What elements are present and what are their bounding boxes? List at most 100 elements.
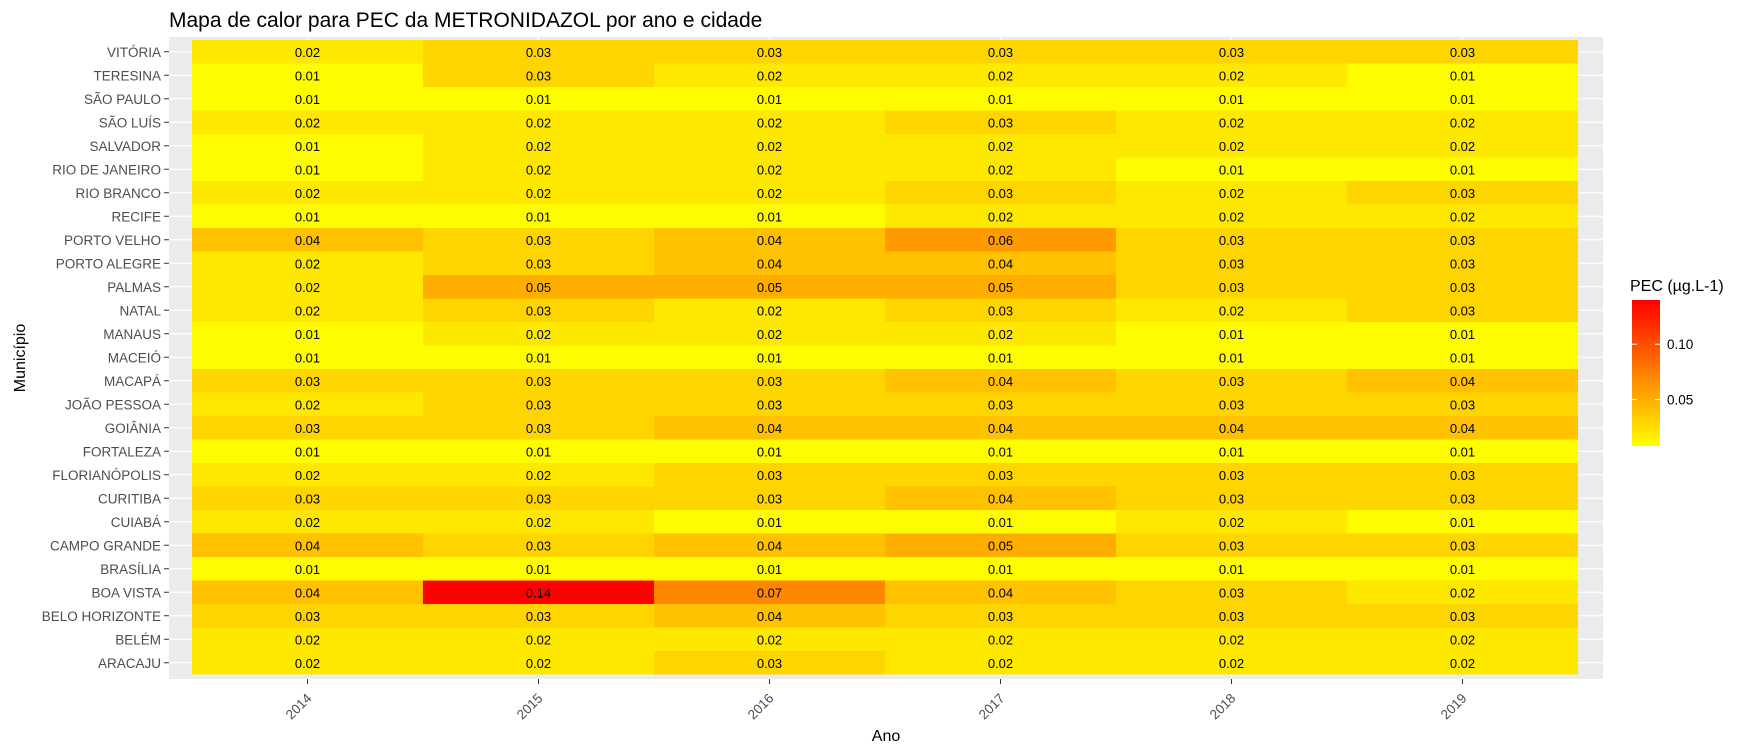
heatmap-cell xyxy=(1347,63,1578,87)
x-tick-label: 2018 xyxy=(1207,691,1239,723)
cell-value-label: 0.05 xyxy=(988,538,1013,553)
heatmap-cell xyxy=(1116,251,1347,275)
heatmap-cell xyxy=(423,486,654,510)
cell-value-label: 0.03 xyxy=(757,45,782,60)
heatmap-cell xyxy=(1347,392,1578,416)
heatmap-cell xyxy=(885,369,1116,393)
heatmap-cell xyxy=(885,157,1116,181)
heatmap-cell xyxy=(885,134,1116,158)
heatmap-cell xyxy=(192,181,423,205)
heatmap-cell xyxy=(1116,157,1347,181)
heatmap-cell xyxy=(1116,298,1347,322)
cell-value-label: 0.01 xyxy=(1450,350,1475,365)
cell-value-label: 0.02 xyxy=(1450,209,1475,224)
cell-value-label: 0.03 xyxy=(1450,303,1475,318)
heatmap-cell xyxy=(192,228,423,252)
heatmap-cell xyxy=(654,40,885,64)
cell-value-label: 0.01 xyxy=(757,444,782,459)
heatmap-cell xyxy=(654,627,885,651)
y-axis-title: Município xyxy=(12,324,29,393)
y-tick-label: FORTALEZA xyxy=(83,444,161,459)
cell-value-label: 0.01 xyxy=(1219,162,1244,177)
heatmap-cell xyxy=(885,275,1116,299)
cell-value-label: 0.02 xyxy=(988,209,1013,224)
heatmap-cell xyxy=(654,157,885,181)
heatmap-cell xyxy=(1347,110,1578,134)
heatmap-cell xyxy=(1347,345,1578,369)
heatmap-cell xyxy=(423,557,654,581)
heatmap-cell xyxy=(654,369,885,393)
heatmap-cell xyxy=(423,204,654,228)
cell-value-label: 0.01 xyxy=(295,350,320,365)
cell-value-label: 0.02 xyxy=(295,186,320,201)
heatmap-cell xyxy=(885,251,1116,275)
heatmap-cell xyxy=(885,533,1116,557)
cell-value-label: 0.03 xyxy=(1219,374,1244,389)
heatmap-cell xyxy=(654,322,885,346)
heatmap-cell xyxy=(885,392,1116,416)
cell-value-label: 0.14 xyxy=(526,585,551,600)
cell-value-label: 0.02 xyxy=(295,632,320,647)
cell-value-label: 0.03 xyxy=(526,303,551,318)
cell-value-label: 0.03 xyxy=(757,374,782,389)
cell-value-label: 0.03 xyxy=(988,45,1013,60)
heatmap-cell xyxy=(1116,181,1347,205)
cell-value-label: 0.04 xyxy=(1450,374,1475,389)
heatmap-cell xyxy=(423,463,654,487)
heatmap-cell xyxy=(192,40,423,64)
cell-value-label: 0.03 xyxy=(757,656,782,671)
heatmap-cell xyxy=(423,651,654,675)
heatmap-cell xyxy=(423,63,654,87)
cell-value-label: 0.04 xyxy=(988,374,1013,389)
heatmap-cell xyxy=(1116,275,1347,299)
cell-value-label: 0.01 xyxy=(988,562,1013,577)
cell-value-label: 0.02 xyxy=(295,256,320,271)
heatmap-cell xyxy=(423,87,654,111)
heatmap-cell xyxy=(1347,580,1578,604)
heatmap-cell xyxy=(192,110,423,134)
cell-value-label: 0.03 xyxy=(1450,256,1475,271)
heatmap-cell xyxy=(192,627,423,651)
cell-value-label: 0.03 xyxy=(295,609,320,624)
heatmap-cell xyxy=(1347,298,1578,322)
heatmap-cell xyxy=(1116,204,1347,228)
cell-value-label: 0.03 xyxy=(1219,397,1244,412)
legend-ticks: 0.05 0.10 xyxy=(1632,337,1693,408)
heatmap-cell xyxy=(192,463,423,487)
heatmap-cell xyxy=(1347,510,1578,534)
cell-value-label: 0.01 xyxy=(988,92,1013,107)
heatmap-cell xyxy=(885,63,1116,87)
y-tick-label: RIO DE JANEIRO xyxy=(52,162,161,177)
heatmap-cell xyxy=(192,369,423,393)
heatmap-cell xyxy=(654,604,885,628)
heatmap-cell xyxy=(423,251,654,275)
cell-value-label: 0.03 xyxy=(1219,256,1244,271)
heatmap-cell xyxy=(423,580,654,604)
x-tick-label: 2015 xyxy=(514,691,546,723)
cell-value-label: 0.02 xyxy=(526,139,551,154)
heatmap-cell xyxy=(423,228,654,252)
y-tick-label: RECIFE xyxy=(111,209,161,224)
heatmap-cell xyxy=(1347,533,1578,557)
heatmap-cell xyxy=(654,228,885,252)
cell-value-label: 0.02 xyxy=(988,139,1013,154)
cell-value-label: 0.01 xyxy=(1219,92,1244,107)
cell-value-label: 0.03 xyxy=(295,421,320,436)
cell-value-label: 0.01 xyxy=(526,92,551,107)
cell-value-label: 0.01 xyxy=(1219,562,1244,577)
heatmap-cell xyxy=(654,134,885,158)
cell-value-label: 0.02 xyxy=(295,45,320,60)
cell-value-label: 0.01 xyxy=(295,68,320,83)
heatmap-cell xyxy=(885,110,1116,134)
cell-value-label: 0.01 xyxy=(295,444,320,459)
heatmap-cell xyxy=(885,510,1116,534)
x-tick-label: 2017 xyxy=(976,691,1008,723)
cell-value-label: 0.01 xyxy=(1219,350,1244,365)
cell-value-label: 0.02 xyxy=(526,162,551,177)
heatmap-cell xyxy=(423,322,654,346)
heatmap-cell xyxy=(885,204,1116,228)
heatmap-cell xyxy=(1116,486,1347,510)
cell-value-label: 0.03 xyxy=(295,374,320,389)
cell-value-label: 0.03 xyxy=(1450,186,1475,201)
heatmap-cell xyxy=(192,580,423,604)
